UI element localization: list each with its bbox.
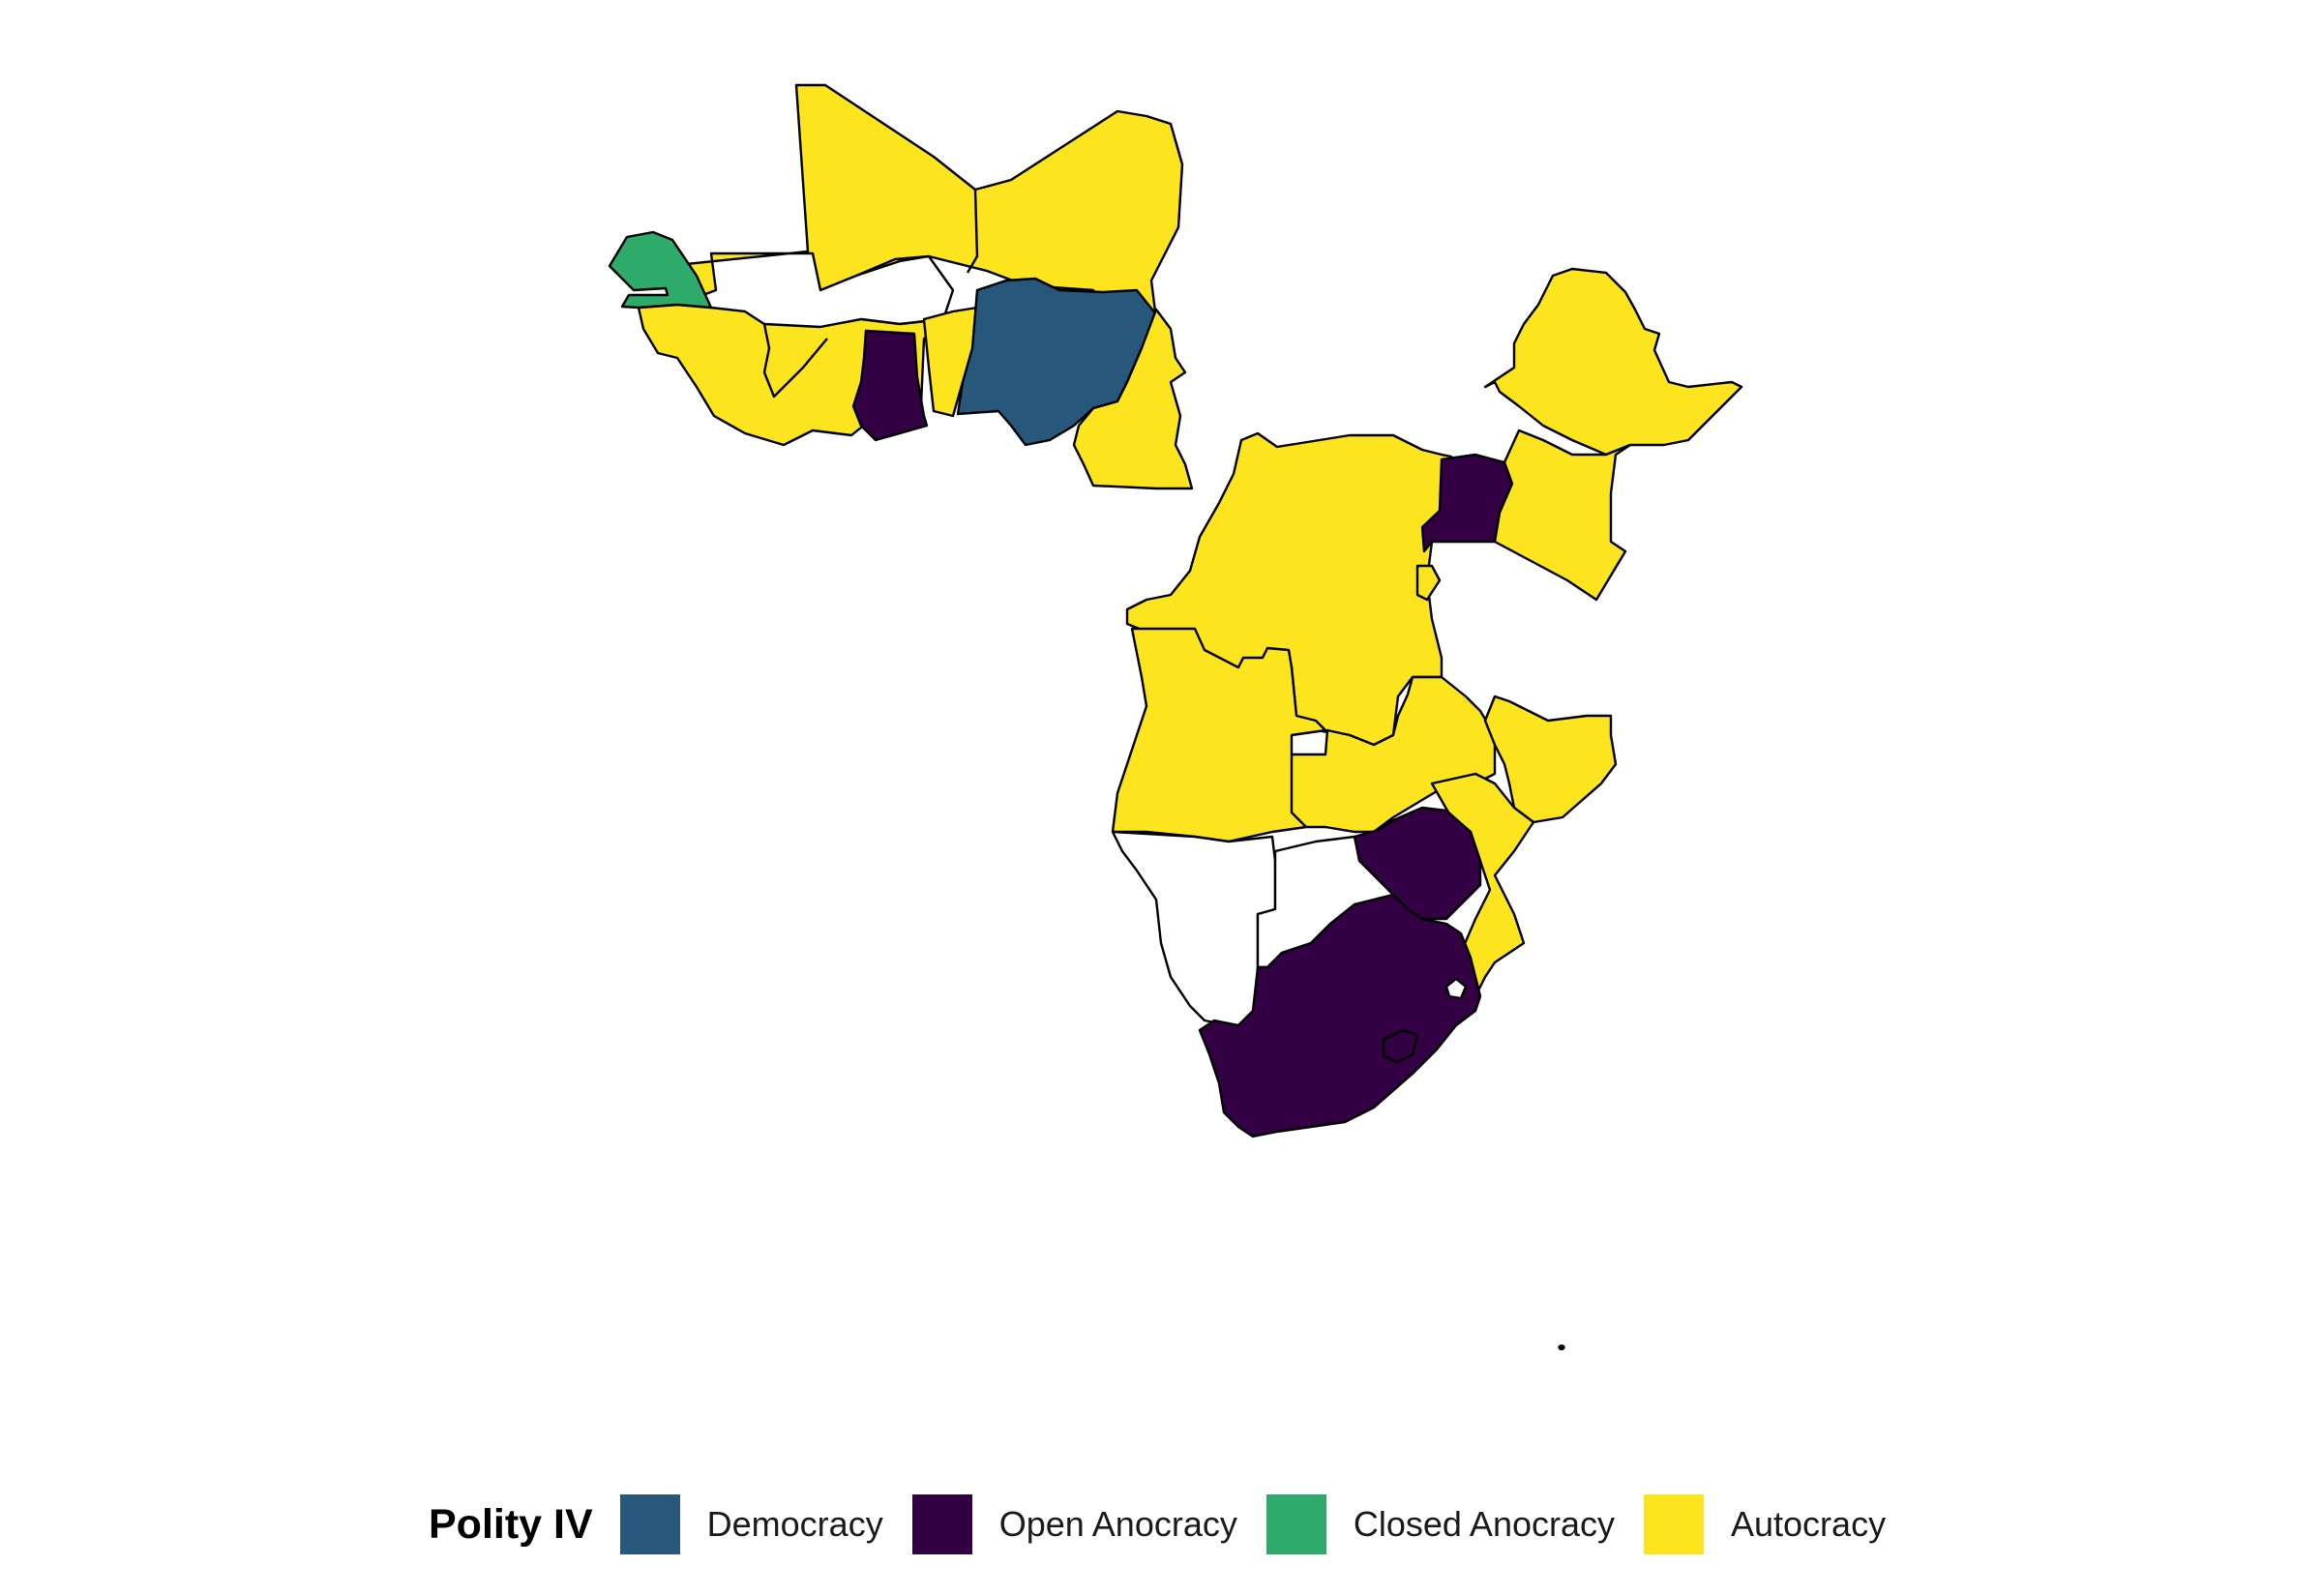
legend-item-closed-anocracy: Closed Anocracy [1265, 1494, 1615, 1554]
legend: Polity IV Democracy Open Anocracy Closed… [429, 1494, 1915, 1554]
country-mozambique [1430, 772, 1535, 998]
legend-swatch-closed-anocracy [1265, 1494, 1326, 1554]
legend-swatch-autocracy [1644, 1494, 1704, 1554]
legend-label-open-anocracy: Open Anocracy [998, 1504, 1237, 1544]
legend-swatch-open-anocracy [911, 1494, 972, 1554]
country-kenya [1493, 429, 1632, 602]
region-ethiopia [1483, 267, 1743, 457]
legend-item-autocracy: Autocracy [1644, 1494, 1886, 1554]
island-dot [1558, 1344, 1565, 1350]
country-namibia [1111, 830, 1277, 1027]
legend-title: Polity IV [429, 1500, 593, 1548]
border-mali-niger [966, 189, 979, 274]
region-mali-niger [666, 83, 1184, 336]
legend-label-closed-anocracy: Closed Anocracy [1353, 1504, 1615, 1544]
region-rwanda [1415, 564, 1442, 602]
country-tanzania [1483, 695, 1618, 824]
legend-swatch-democracy [619, 1494, 680, 1554]
country-south-africa [1198, 893, 1482, 1138]
legend-item-open-anocracy: Open Anocracy [911, 1494, 1237, 1554]
country-lesotho [1382, 1028, 1419, 1064]
country-uganda [1420, 453, 1514, 553]
legend-label-democracy: Democracy [706, 1504, 883, 1544]
region-cameroon [1072, 308, 1194, 490]
legend-item-democracy: Democracy [619, 1494, 883, 1554]
country-swaziland [1444, 977, 1468, 1000]
border-ivory-coast [762, 323, 828, 399]
country-ghana [851, 329, 929, 442]
legend-label-autocracy: Autocracy [1731, 1504, 1887, 1544]
country-senegal [608, 230, 713, 310]
